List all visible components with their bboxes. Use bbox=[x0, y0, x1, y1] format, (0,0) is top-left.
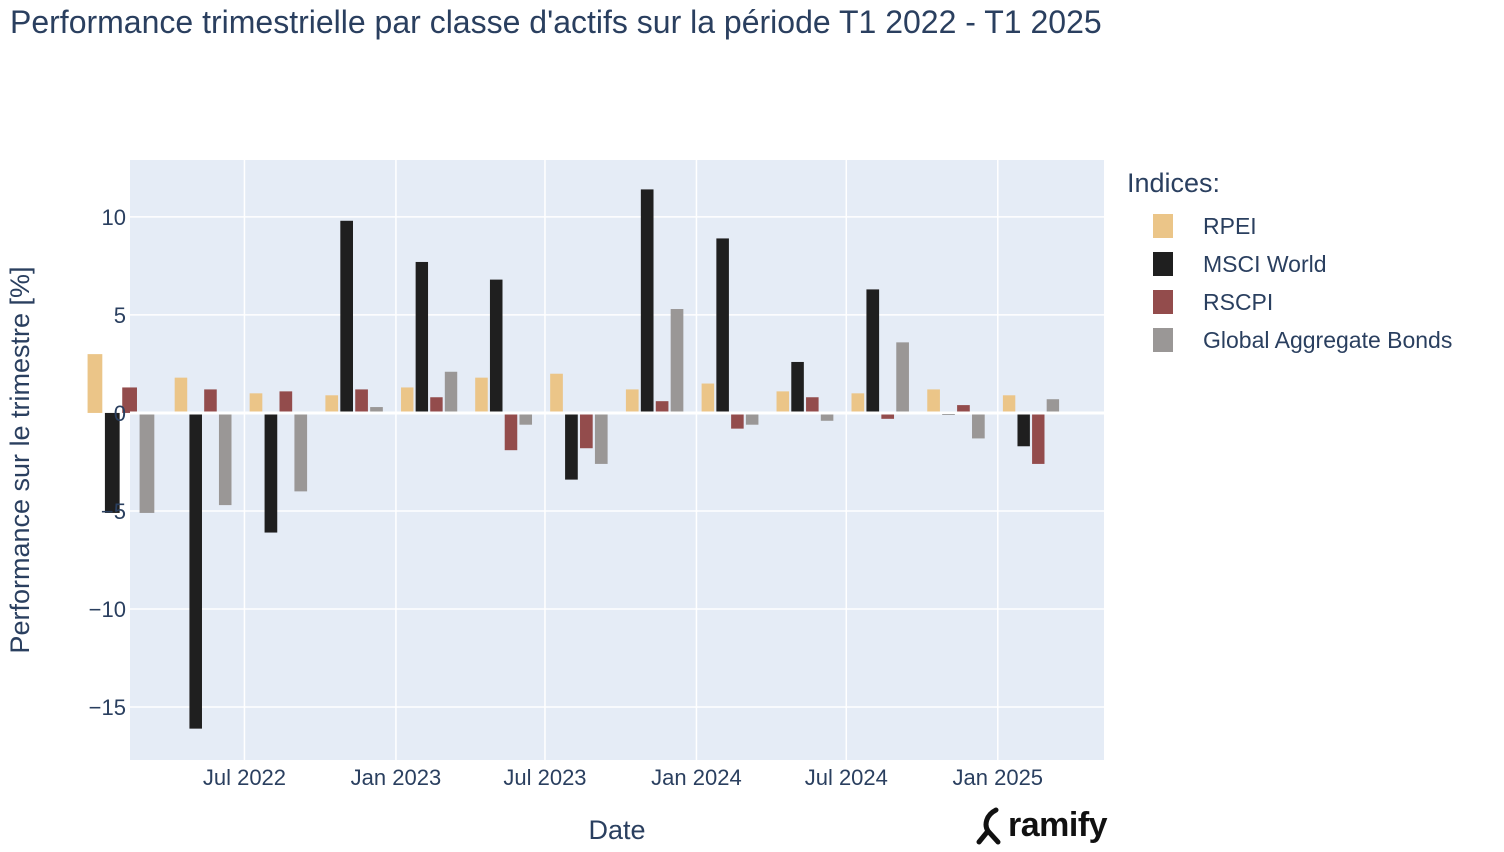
bar-rpei[interactable] bbox=[550, 373, 563, 413]
bar-rscpi[interactable] bbox=[279, 391, 293, 413]
x-tick-label: Jul 2024 bbox=[805, 765, 888, 790]
bar-global-aggregate-bonds[interactable] bbox=[444, 371, 458, 413]
bar-msci-world[interactable] bbox=[189, 412, 202, 729]
bar-global-aggregate-bonds[interactable] bbox=[670, 309, 684, 413]
bar-msci-world[interactable] bbox=[565, 412, 578, 480]
bar-rscpi[interactable] bbox=[806, 397, 819, 413]
bar-global-aggregate-bonds[interactable] bbox=[218, 412, 232, 506]
y-tick-label: −5 bbox=[101, 499, 126, 524]
x-tick-label: Jan 2025 bbox=[953, 765, 1044, 790]
bar-rpei[interactable] bbox=[625, 389, 639, 413]
bar-rscpi[interactable] bbox=[504, 412, 518, 451]
y-tick-labels: 10 5 0 −5 −10 −15 bbox=[89, 205, 126, 720]
bar-global-aggregate-bonds[interactable] bbox=[896, 342, 909, 413]
bar-rpei[interactable] bbox=[249, 393, 263, 413]
bar-msci-world[interactable] bbox=[640, 189, 654, 413]
ramify-logo-icon bbox=[976, 807, 1001, 844]
x-tick-label: Jan 2024 bbox=[651, 765, 742, 790]
bar-msci-world[interactable] bbox=[716, 238, 729, 413]
brand-logo: ramify bbox=[976, 806, 1108, 845]
bar-rscpi[interactable] bbox=[204, 389, 217, 413]
y-tick-label: 10 bbox=[102, 205, 126, 230]
bar-rpei[interactable] bbox=[927, 389, 940, 413]
grid-lines bbox=[130, 160, 1104, 760]
legend-title: Indices: bbox=[1127, 168, 1221, 198]
bar-global-aggregate-bonds[interactable] bbox=[745, 412, 759, 425]
bar-msci-world[interactable] bbox=[415, 261, 429, 413]
brand-name: ramify bbox=[1008, 806, 1108, 844]
bar-msci-world[interactable] bbox=[1017, 412, 1030, 447]
legend-swatch-rscpi bbox=[1153, 290, 1173, 314]
bar-rscpi[interactable] bbox=[731, 412, 744, 429]
bar-rscpi[interactable] bbox=[355, 389, 368, 413]
bar-msci-world[interactable] bbox=[866, 289, 880, 413]
bar-msci-world[interactable] bbox=[340, 220, 353, 413]
y-tick-label: 0 bbox=[114, 401, 126, 426]
bar-global-aggregate-bonds[interactable] bbox=[594, 412, 608, 464]
bar-global-aggregate-bonds[interactable] bbox=[972, 412, 985, 439]
bar-global-aggregate-bonds[interactable] bbox=[519, 412, 533, 425]
y-tick-label: −10 bbox=[89, 597, 126, 622]
y-axis-title: Performance sur le trimestre [%] bbox=[5, 266, 35, 653]
bar-rpei[interactable] bbox=[174, 377, 188, 413]
y-tick-label: −15 bbox=[89, 695, 126, 720]
bar-msci-world[interactable] bbox=[104, 412, 120, 513]
x-tick-labels: Jul 2022 Jan 2023 Jul 2023 Jan 2024 Jul 2024… bbox=[203, 765, 1043, 790]
bar-rpei[interactable] bbox=[851, 393, 865, 413]
bar-rpei[interactable] bbox=[475, 377, 488, 413]
bar-rpei[interactable] bbox=[701, 383, 715, 413]
x-tick-label: Jul 2023 bbox=[503, 765, 586, 790]
bar-rscpi[interactable] bbox=[122, 387, 137, 413]
x-tick-label: Jan 2023 bbox=[351, 765, 442, 790]
legend-swatch-rpei bbox=[1153, 214, 1173, 238]
legend: Indices: RPEI MSCI World RSCPI Global Ag… bbox=[1127, 168, 1452, 359]
legend-swatch-global-aggregate-bonds bbox=[1153, 328, 1173, 352]
legend-item-global-aggregate-bonds[interactable]: Global Aggregate Bonds bbox=[1127, 321, 1452, 359]
legend-item-rpei[interactable]: RPEI bbox=[1127, 207, 1452, 245]
legend-label-global-aggregate-bonds: Global Aggregate Bonds bbox=[1203, 326, 1453, 353]
bar-rpei[interactable] bbox=[325, 395, 339, 413]
y-tick-label: 5 bbox=[114, 303, 126, 328]
bar-msci-world[interactable] bbox=[791, 361, 804, 413]
bar-global-aggregate-bonds[interactable] bbox=[294, 412, 308, 492]
x-axis-title: Date bbox=[588, 815, 645, 845]
legend-label-msci-world: MSCI World bbox=[1203, 250, 1327, 277]
bars bbox=[87, 189, 1060, 729]
bar-msci-world[interactable] bbox=[489, 279, 503, 413]
bar-global-aggregate-bonds[interactable] bbox=[820, 412, 834, 421]
bar-rscpi[interactable] bbox=[655, 401, 669, 413]
bar-rpei[interactable] bbox=[776, 391, 790, 413]
bar-global-aggregate-bonds[interactable] bbox=[370, 407, 383, 413]
bar-rscpi[interactable] bbox=[957, 405, 970, 413]
bar-global-aggregate-bonds[interactable] bbox=[1046, 399, 1060, 413]
bar-rscpi[interactable] bbox=[430, 397, 443, 413]
legend-item-msci-world[interactable]: MSCI World bbox=[1127, 245, 1452, 283]
plot-background bbox=[130, 160, 1104, 760]
bar-rpei[interactable] bbox=[87, 354, 103, 413]
legend-swatch-msci-world bbox=[1153, 252, 1173, 276]
legend-label-rscpi: RSCPI bbox=[1203, 288, 1274, 315]
bar-global-aggregate-bonds[interactable] bbox=[139, 412, 155, 513]
bar-rpei[interactable] bbox=[401, 387, 414, 413]
x-tick-label: Jul 2022 bbox=[203, 765, 286, 790]
bar-rpei[interactable] bbox=[1002, 395, 1016, 413]
bar-rscpi[interactable] bbox=[580, 412, 593, 449]
legend-label-rpei: RPEI bbox=[1203, 212, 1257, 239]
bar-rscpi[interactable] bbox=[1032, 412, 1045, 464]
bar-msci-world[interactable] bbox=[264, 412, 278, 533]
bar-rscpi[interactable] bbox=[881, 412, 895, 419]
chart-title: Performance trimestrielle par classe d'a… bbox=[10, 4, 1102, 40]
legend-item-rscpi[interactable]: RSCPI bbox=[1127, 283, 1452, 321]
